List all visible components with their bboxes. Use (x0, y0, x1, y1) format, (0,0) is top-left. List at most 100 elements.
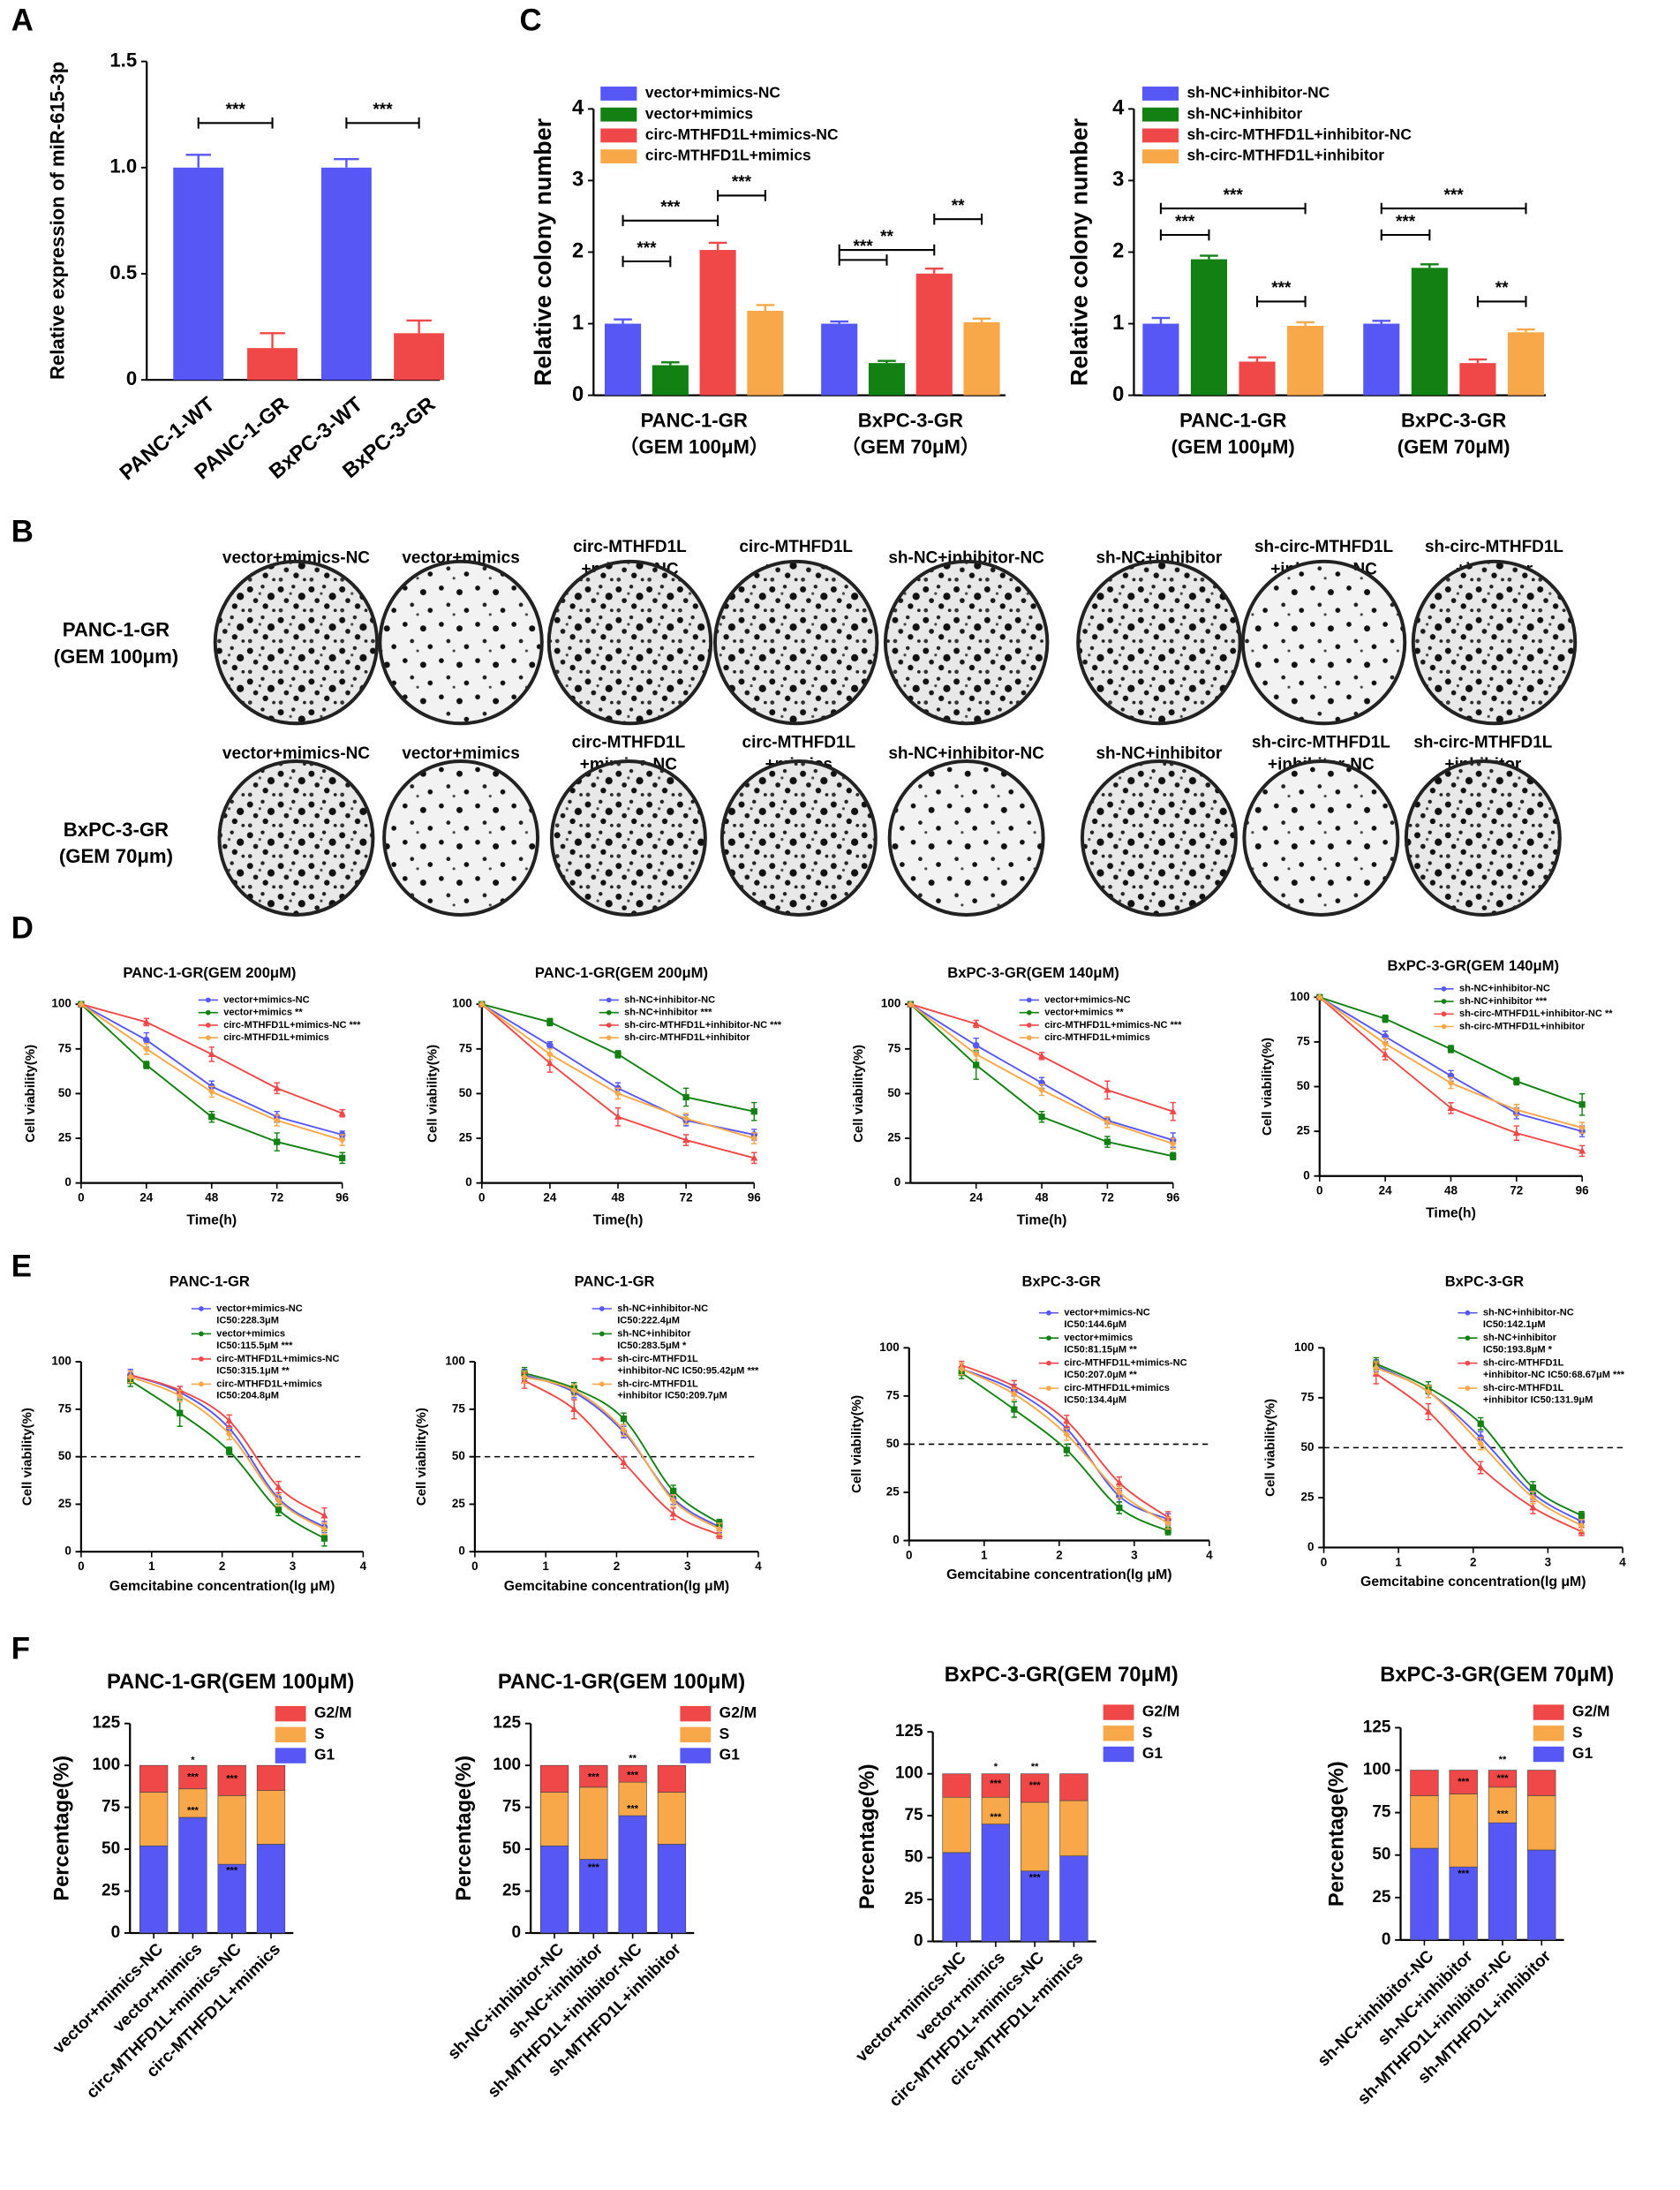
significance-label: * (994, 1762, 998, 1772)
marker (1424, 1408, 1433, 1415)
y-tick-label: 25 (904, 1890, 923, 1908)
x-tick-label: 0 (906, 1548, 912, 1561)
marker (225, 1447, 233, 1454)
legend-swatch (275, 1705, 306, 1722)
marker (1578, 1512, 1586, 1519)
y-axis-label: Percentage(%) (453, 1756, 476, 1901)
x-tick-label: 3 (1545, 1555, 1551, 1568)
marker (973, 1061, 980, 1069)
legend-label: IC50:222.4μM (617, 1315, 680, 1325)
marker (1063, 1446, 1070, 1454)
marker (176, 1392, 184, 1400)
x-axis-label: Time(h) (1017, 1213, 1067, 1228)
y-axis-label: Relative colony number (530, 117, 556, 386)
legend-label: sh-circ-MTHFD1L+inhibitor (1459, 1021, 1586, 1031)
colony-plate (378, 559, 544, 726)
column-label: circ-MTHFD1L (739, 538, 853, 556)
significance-bracket (197, 117, 274, 129)
legend-label: G1 (1572, 1744, 1593, 1762)
y-tick-label: 100 (452, 997, 471, 1010)
y-tick-label: 0 (1112, 383, 1124, 406)
colony-plate (719, 759, 878, 917)
bar-segment (256, 1764, 286, 1791)
column-label: sh-NC+inhibitor (1096, 549, 1223, 568)
x-tick-label: 2 (1056, 1548, 1062, 1561)
marker (177, 1409, 184, 1416)
marker (1038, 1114, 1045, 1121)
marker (1104, 1138, 1111, 1145)
y-axis-label: Percentage(%) (51, 1756, 74, 1901)
legend-label: sh-NC+inhibitor *** (624, 1008, 712, 1018)
bar-segment (178, 1816, 207, 1934)
error-bar (972, 317, 991, 322)
y-tick-label: 125 (93, 1714, 121, 1733)
error-bar (1420, 263, 1439, 268)
y-tick-label: 100 (1294, 1340, 1314, 1354)
marker (1382, 1015, 1389, 1023)
x-axis-label: Gemcitabine concentration(lg μM) (1360, 1575, 1586, 1590)
legend-label: circ-MTHFD1L+mimics (216, 1378, 322, 1389)
y-tick-label: 0 (572, 383, 584, 406)
marker (275, 1507, 283, 1514)
y-tick-label: 0 (126, 367, 137, 389)
significance-label: *** (1175, 213, 1195, 231)
y-tick-label: 0 (1382, 1930, 1391, 1949)
marker (208, 1114, 215, 1121)
bar-segment (1059, 1855, 1089, 1942)
legend-label: sh-circ-MTHFD1L+inhibitor-NC (1187, 125, 1413, 143)
legend-label: G1 (314, 1746, 335, 1763)
y-tick-label: 100 (895, 1764, 923, 1783)
bar-segment (539, 1764, 569, 1793)
significance-label: *** (1497, 1809, 1510, 1819)
y-tick-label: 0 (465, 1175, 471, 1189)
significance-bracket (1255, 296, 1307, 307)
legend-label: IC50:283.5μM * (617, 1340, 687, 1351)
legend-label: circ-MTHFD1L+mimics-NC (645, 125, 839, 143)
marker (1372, 1363, 1380, 1372)
legend-label: sh-circ-MTHFD1L+inhibitor (624, 1032, 750, 1043)
legend-swatch (1533, 1746, 1564, 1763)
marker (1382, 1039, 1389, 1048)
y-tick-label: 50 (502, 1839, 521, 1858)
legend-marker (1026, 997, 1032, 1003)
error-bar (708, 241, 727, 251)
bar-segment (579, 1764, 608, 1788)
significance-bracket (717, 190, 766, 201)
significance-bracket (1159, 229, 1210, 241)
legend-marker (1046, 1360, 1051, 1366)
x-tick-label: (GEM 70μM) (1397, 436, 1510, 458)
error-bar (756, 304, 775, 311)
bar-segment (217, 1795, 246, 1865)
y-tick-label: 25 (502, 1882, 522, 1900)
error-bar (1296, 321, 1315, 326)
column-label: sh-NC+inhibitor (1096, 744, 1223, 763)
legend-label: IC50:115.5μM *** (216, 1340, 293, 1351)
marker (750, 1134, 758, 1143)
x-axis-label: Time(h) (1426, 1206, 1476, 1221)
y-tick-label: 125 (1363, 1718, 1391, 1736)
bar-segment (942, 1852, 971, 1942)
bar (394, 333, 445, 381)
legend-marker (606, 1009, 612, 1016)
y-tick-label: 75 (887, 1041, 900, 1054)
y-tick-label: 25 (452, 1497, 465, 1510)
x-tick-label: 24 (1379, 1184, 1392, 1197)
y-tick-label: 50 (102, 1839, 120, 1858)
y-tick-label: 0 (1303, 1168, 1309, 1182)
error-bar (1517, 328, 1535, 333)
bar-segment (942, 1796, 971, 1854)
bar (821, 323, 858, 396)
x-tick-label: 3 (1131, 1548, 1137, 1561)
legend-marker (199, 1306, 204, 1311)
marker (1529, 1484, 1537, 1491)
row-label: (GEM 70μm) (59, 845, 173, 867)
panel-label: B (11, 515, 34, 548)
marker (1063, 1416, 1071, 1424)
marker (1169, 1107, 1177, 1114)
significance-label: *** (1396, 213, 1416, 231)
legend-swatch (1103, 1704, 1134, 1720)
y-tick-label: 50 (904, 1848, 923, 1867)
y-tick-label: 100 (445, 1355, 464, 1368)
marker (126, 1373, 134, 1381)
colony-plate (1240, 559, 1407, 726)
